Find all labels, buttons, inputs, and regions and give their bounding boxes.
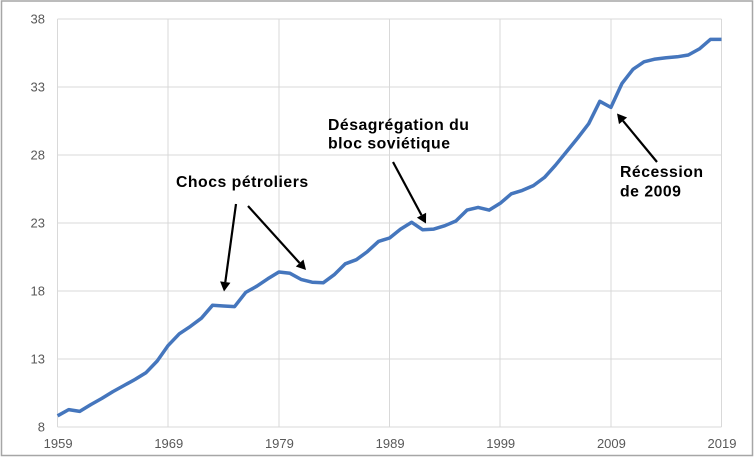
- svg-text:38: 38: [31, 12, 45, 27]
- svg-text:Récession: Récession: [620, 164, 704, 181]
- svg-text:Chocs pétroliers: Chocs pétroliers: [176, 174, 309, 191]
- svg-text:bloc soviétique: bloc soviétique: [328, 136, 451, 153]
- svg-text:23: 23: [31, 216, 45, 231]
- svg-text:8: 8: [38, 420, 45, 435]
- svg-text:1989: 1989: [376, 436, 405, 451]
- svg-text:1959: 1959: [44, 436, 73, 451]
- svg-text:de 2009: de 2009: [620, 184, 681, 201]
- svg-text:13: 13: [31, 352, 45, 367]
- svg-text:Désagrégation du: Désagrégation du: [328, 117, 469, 134]
- svg-text:2019: 2019: [708, 436, 737, 451]
- svg-text:1999: 1999: [486, 436, 515, 451]
- svg-text:1969: 1969: [154, 436, 183, 451]
- svg-text:1979: 1979: [265, 436, 294, 451]
- svg-text:33: 33: [31, 80, 45, 95]
- svg-text:18: 18: [31, 284, 45, 299]
- svg-text:2009: 2009: [597, 436, 626, 451]
- svg-text:28: 28: [31, 148, 45, 163]
